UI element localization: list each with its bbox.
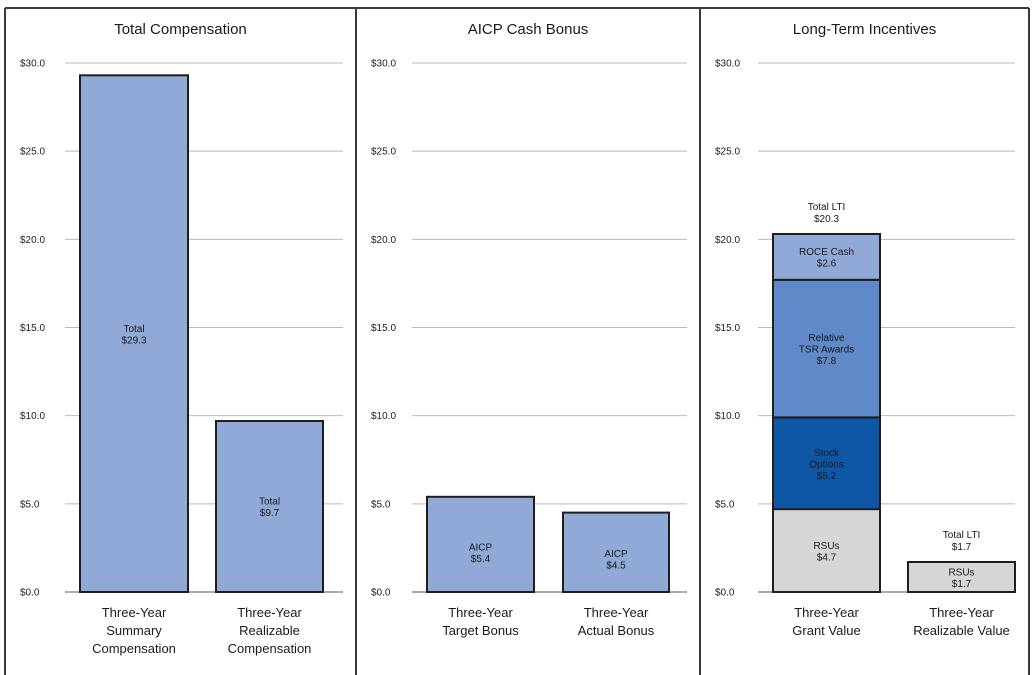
bar-segment bbox=[772, 416, 881, 511]
chart-title: AICP Cash Bonus bbox=[468, 21, 589, 38]
data-label: AICP $5.4 bbox=[469, 542, 493, 565]
chart-panel: AICP Cash Bonus $0.0 $5.0 $10.0 $15.0 $20.0 $2… bbox=[371, 21, 687, 638]
y-tick-label: $20.0 bbox=[715, 235, 740, 246]
y-tick-label: $25.0 bbox=[715, 147, 740, 158]
y-tick-label: $25.0 bbox=[20, 147, 45, 158]
y-tick-label: $30.0 bbox=[20, 59, 45, 70]
data-label: RSUs $4.7 bbox=[813, 541, 839, 564]
bar-segment bbox=[772, 278, 881, 419]
x-tick-label: Three-Year Realizable Value bbox=[913, 605, 1010, 638]
chart-title: Long-Term Incentives bbox=[793, 21, 936, 38]
bar-segment bbox=[79, 74, 189, 594]
data-label: ROCE Cash $2.6 bbox=[799, 247, 854, 270]
y-tick-label: $5.0 bbox=[371, 499, 391, 510]
y-tick-label: $10.0 bbox=[371, 411, 396, 422]
y-tick-label: $0.0 bbox=[371, 588, 391, 599]
data-label: AICP $4.5 bbox=[604, 549, 628, 572]
y-tick-label: $15.0 bbox=[715, 323, 740, 334]
bar-segment bbox=[907, 561, 1016, 593]
data-label: Relative TSR Awards $7.8 bbox=[799, 333, 854, 367]
x-tick-label: Three-Year Realizable Compensation bbox=[228, 605, 312, 656]
y-tick-label: $0.0 bbox=[715, 588, 735, 599]
y-tick-label: $20.0 bbox=[20, 235, 45, 246]
bar-segment bbox=[215, 420, 324, 593]
x-tick-label: Three-Year Target Bonus bbox=[442, 605, 519, 638]
y-tick-label: $15.0 bbox=[20, 323, 45, 334]
bar-segment bbox=[562, 511, 670, 593]
bar-segment bbox=[426, 495, 535, 593]
y-tick-label: $15.0 bbox=[371, 323, 396, 334]
y-tick-label: $20.0 bbox=[371, 235, 396, 246]
y-tick-label: $10.0 bbox=[20, 411, 45, 422]
chart-panel: Long-Term Incentives $0.0 $5.0 $10.0 $15.0 $2… bbox=[715, 21, 1016, 638]
x-tick-label: Three-Year Summary Compensation bbox=[92, 605, 176, 656]
y-tick-label: $25.0 bbox=[371, 147, 396, 158]
bar-segment bbox=[772, 233, 881, 281]
data-label: Total $9.7 bbox=[259, 497, 280, 520]
total-label: Total LTI $1.7 bbox=[943, 530, 981, 553]
bar-segment bbox=[772, 508, 881, 594]
y-tick-label: $30.0 bbox=[715, 59, 740, 70]
data-label: Total $29.3 bbox=[121, 324, 146, 347]
y-tick-label: $10.0 bbox=[715, 411, 740, 422]
data-label: Stock Options $5.2 bbox=[809, 448, 843, 482]
chart-panel: Total Compensation $0.0 $5.0 $10.0 $15.0 $20.… bbox=[20, 21, 343, 656]
chart-title: Total Compensation bbox=[114, 21, 247, 38]
y-tick-label: $5.0 bbox=[20, 499, 40, 510]
total-label: Total LTI $20.3 bbox=[808, 202, 846, 225]
data-label: RSUs $1.7 bbox=[948, 567, 974, 590]
y-tick-label: $0.0 bbox=[20, 588, 40, 599]
y-tick-label: $30.0 bbox=[371, 59, 396, 70]
y-tick-label: $5.0 bbox=[715, 499, 735, 510]
x-tick-label: Three-Year Grant Value bbox=[792, 605, 860, 638]
x-tick-label: Three-Year Actual Bonus bbox=[578, 605, 655, 638]
